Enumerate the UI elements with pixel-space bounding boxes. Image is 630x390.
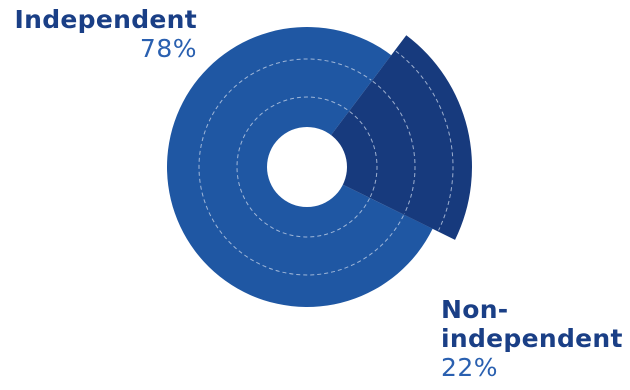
- donut-hole: [267, 127, 347, 207]
- guide-ring-1: [236, 96, 370, 238]
- guide-ring-2: [372, 80, 416, 215]
- slice-name-nonindependent: Non- independent: [441, 295, 623, 353]
- slice-value-independent: 78%: [139, 33, 197, 63]
- guide-ring-2: [198, 58, 404, 276]
- slice-value-nonindependent: 22%: [441, 352, 499, 382]
- slice-name-independent: Independent: [14, 5, 197, 34]
- slice-label-independent: Independent 78%: [14, 5, 198, 64]
- chart-slices: [166, 27, 472, 308]
- slice-label-nonindependent: Non- independent 22%: [441, 295, 623, 382]
- chart-guide-rings: [198, 50, 454, 276]
- guide-ring-1: [349, 111, 378, 198]
- guide-ring-3: [395, 50, 454, 231]
- slice-independent: [166, 27, 433, 308]
- slice-nonindependent: [330, 35, 472, 240]
